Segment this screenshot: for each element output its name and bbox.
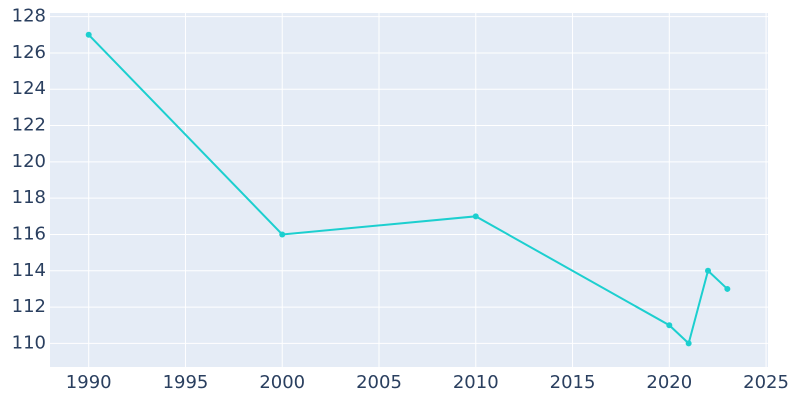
- point: [685, 340, 692, 347]
- point: [472, 213, 479, 220]
- y-tick-label: 118: [12, 187, 46, 208]
- x-tick-label: 2015: [550, 372, 596, 393]
- x-tick-label: 2025: [743, 372, 789, 393]
- y-tick-label: 126: [12, 42, 46, 63]
- point: [279, 231, 286, 238]
- y-tick-label: 122: [12, 115, 46, 136]
- y-tick-label: 120: [12, 151, 46, 172]
- x-tick-label: 2020: [646, 372, 692, 393]
- plot-area: [50, 13, 768, 367]
- y-tick-label: 114: [12, 260, 46, 281]
- y-tick-label: 124: [12, 78, 46, 99]
- x-tick-label: 2010: [453, 372, 499, 393]
- y-tick-label: 116: [12, 223, 46, 244]
- x-tick-label: 1990: [66, 372, 112, 393]
- y-tick-label: 112: [12, 296, 46, 317]
- y-tick-label: 110: [12, 332, 46, 353]
- point: [666, 322, 673, 329]
- point: [705, 267, 712, 274]
- x-tick-label: 2000: [259, 372, 305, 393]
- y-tick-label: 128: [12, 6, 46, 27]
- point: [724, 285, 731, 292]
- point: [85, 31, 92, 38]
- x-tick-label: 1995: [163, 372, 209, 393]
- x-tick-label: 2005: [356, 372, 402, 393]
